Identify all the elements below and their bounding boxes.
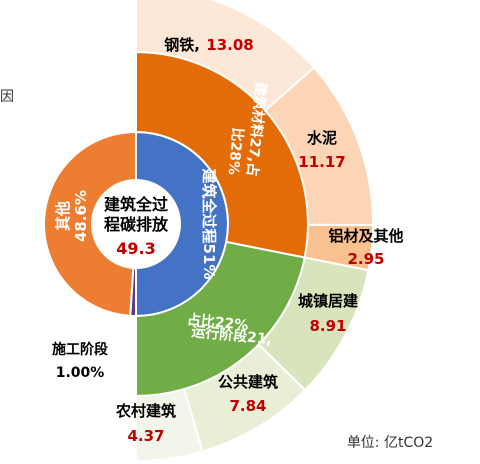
outer-label-value-3: 8.91 (309, 317, 346, 335)
outer-label-value-1: 11.17 (298, 153, 345, 171)
inner-slice-other (43, 130, 137, 317)
cropped-text: 因 (0, 89, 14, 105)
outer-label-name-4: 公共建筑 (218, 373, 278, 391)
center-title-line2: 程碳排放 (104, 215, 169, 234)
outer-label-name-5: 农村建筑 (115, 402, 176, 420)
construction-label-name: 施工阶段 (52, 341, 108, 358)
middle-label-materials-2: 比28% (225, 127, 247, 176)
outer-label-value-2: 2.95 (347, 250, 384, 268)
outer-label-name-3: 城镇居建 (298, 292, 359, 310)
inner-label-other-pct: 48.6% (72, 190, 90, 242)
outer-label-name-2: 铝材及其他 (328, 227, 403, 245)
outer-slice-5 (135, 387, 204, 463)
center-title-line1: 建筑全过 (104, 195, 168, 214)
outer-label-name-0: 钢铁, (164, 36, 200, 54)
outer-label-value-4: 7.84 (229, 397, 266, 415)
center-total: 49.3 (116, 239, 155, 258)
construction-label-pct: 1.00% (56, 365, 105, 381)
inner-label-other-name: 其他 (54, 201, 72, 231)
inner-label-building: 建筑全过程51% (200, 169, 218, 280)
outer-label-value-0: 13.08 (206, 36, 253, 54)
outer-label-name-1: 水泥 (307, 129, 337, 147)
unit-label: 单位: 亿tCO2 (347, 435, 433, 451)
middle-label-operation-2: 占比22% (186, 311, 249, 334)
outer-label-value-5: 4.37 (127, 427, 164, 445)
